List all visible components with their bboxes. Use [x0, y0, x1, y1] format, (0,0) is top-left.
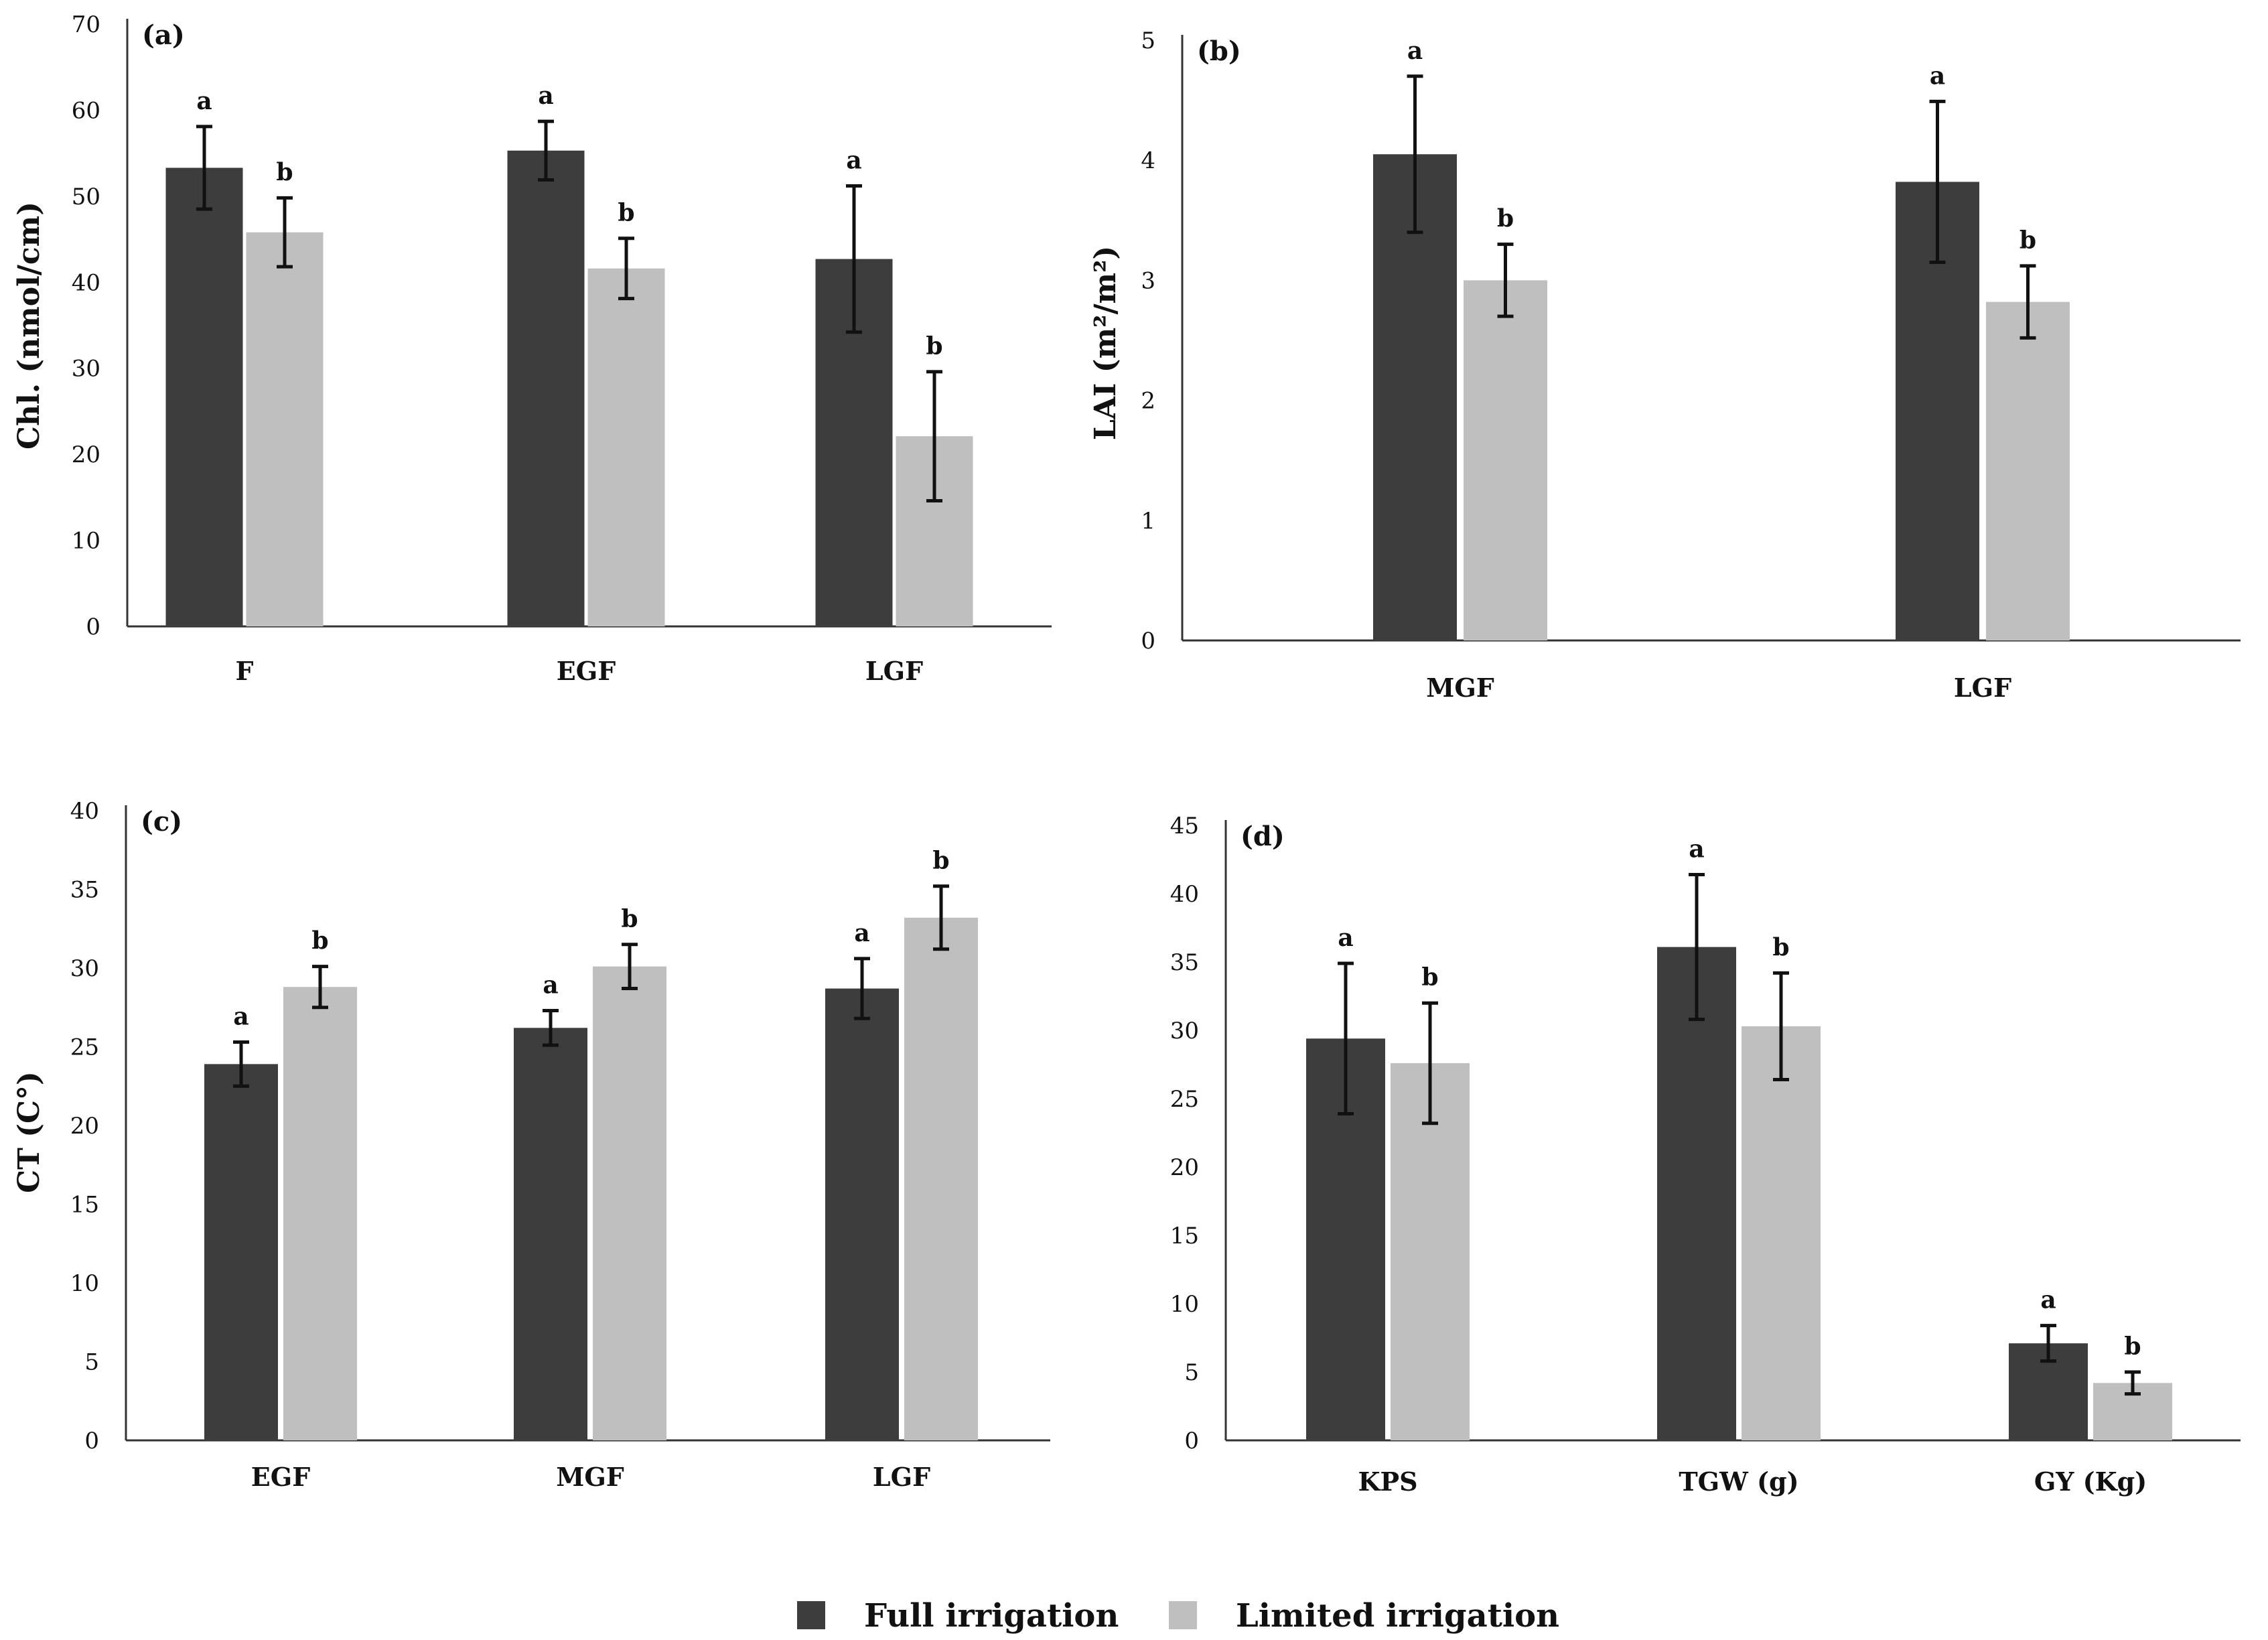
y-tick-label: 50	[72, 184, 100, 210]
chart-panel-d: 0 5 10 15 20 25 30 35 40 45 (d) KPS a b TGW (g) a b GY (K…	[1170, 813, 2241, 1497]
significance-letter: b	[2124, 1332, 2141, 1361]
significance-letter: b	[276, 158, 293, 186]
y-tick-label: 10	[1170, 1291, 1199, 1318]
x-category-label: F	[236, 656, 254, 686]
significance-letter: a	[233, 1002, 249, 1030]
x-category-label: TGW (g)	[1679, 1466, 1798, 1497]
y-tick-label: 15	[1170, 1223, 1199, 1249]
y-axis-label: Chl. (nmol/cm)	[12, 202, 46, 450]
y-tick-label: 5	[1184, 1359, 1199, 1386]
significance-letter: b	[932, 847, 949, 875]
x-category-label: LGF	[873, 1462, 930, 1492]
bar-limited-irrigation	[1391, 1063, 1470, 1440]
bar-full-irrigation	[204, 1064, 278, 1440]
significance-letter: a	[1338, 924, 1353, 952]
x-category-label: KPS	[1358, 1466, 1417, 1497]
y-tick-label: 45	[1170, 813, 1199, 839]
significance-letter: b	[2019, 226, 2036, 255]
bar-limited-irrigation	[587, 268, 665, 626]
x-category-label: EGF	[251, 1462, 310, 1492]
y-tick-label: 0	[1184, 1428, 1199, 1454]
y-axis-label: LAI (m²/m²)	[1088, 246, 1123, 440]
chart-panel-c: 0 5 10 15 20 25 30 35 40 (c) CT (C°) EGF a b MGF a b LGF a…	[12, 798, 1050, 1492]
bar-limited-irrigation	[593, 966, 666, 1440]
x-category-label: LGF	[865, 656, 923, 686]
y-tick-label: 40	[1170, 881, 1199, 908]
bar-full-irrigation	[825, 988, 899, 1440]
significance-letter: a	[196, 87, 212, 115]
y-tick-label: 4	[1141, 147, 1155, 174]
bar-full-irrigation	[1657, 947, 1736, 1440]
legend-label-limited: Limited irrigation	[1236, 1597, 1559, 1635]
x-category-label: LGF	[1954, 673, 2011, 703]
y-tick-label: 60	[72, 97, 100, 124]
bar-limited-irrigation	[246, 232, 324, 627]
panel-label: (c)	[141, 806, 182, 837]
chart-panel-a: 0 10 20 30 40 50 60 70 (a) Chl. (nmol/cm) Fa b EGF a b…	[12, 11, 1052, 686]
panel-label: (b)	[1197, 36, 1241, 67]
legend-swatch-limited	[1169, 1601, 1197, 1629]
legend: Full irrigation Limited irrigation	[797, 1597, 1559, 1635]
y-tick-label: 10	[72, 528, 100, 555]
y-tick-label: 30	[70, 955, 99, 982]
x-category-label: MGF	[556, 1462, 624, 1492]
significance-letter: b	[311, 927, 328, 955]
significance-letter: a	[543, 971, 558, 999]
legend-label-full: Full irrigation	[864, 1597, 1119, 1635]
y-tick-label: 40	[70, 798, 99, 825]
x-category-label: GY (Kg)	[2034, 1466, 2147, 1497]
y-tick-label: 35	[70, 877, 99, 904]
y-tick-label: 20	[1170, 1154, 1199, 1181]
y-tick-label: 0	[1141, 628, 1155, 655]
significance-letter: b	[618, 199, 634, 227]
significance-letter: a	[846, 146, 861, 174]
bar-limited-irrigation	[283, 987, 357, 1440]
y-tick-label: 15	[70, 1192, 99, 1219]
bar-full-irrigation	[1373, 154, 1457, 641]
chart-panel-b: 0 1 2 3 4 5 (b) LAI (m²/m²) MGF a b LGF a b	[1088, 27, 2241, 703]
bar-limited-irrigation	[1986, 301, 2070, 640]
y-tick-label: 2	[1141, 388, 1155, 415]
significance-letter: b	[926, 332, 942, 360]
significance-letter: a	[2040, 1286, 2056, 1314]
y-tick-label: 30	[1170, 1018, 1199, 1044]
y-tick-label: 0	[86, 614, 100, 640]
x-category-label: MGF	[1426, 673, 1494, 703]
significance-letter: a	[854, 919, 869, 947]
y-tick-label: 5	[84, 1349, 99, 1376]
bar-limited-irrigation	[1464, 280, 1547, 640]
y-tick-label: 10	[70, 1270, 99, 1297]
legend-swatch-full	[797, 1601, 825, 1629]
significance-letter: a	[1689, 835, 1704, 863]
significance-letter: b	[621, 905, 638, 933]
y-tick-label: 70	[72, 11, 100, 38]
significance-letter: b	[1421, 963, 1438, 992]
x-category-label: EGF	[557, 656, 616, 686]
y-tick-label: 20	[70, 1113, 99, 1140]
y-tick-label: 35	[1170, 949, 1199, 976]
significance-letter: b	[1497, 205, 1514, 233]
bar-limited-irrigation	[904, 917, 978, 1440]
y-tick-label: 20	[72, 441, 100, 468]
y-axis-label: CT (C°)	[12, 1071, 46, 1193]
y-tick-label: 25	[1170, 1086, 1199, 1113]
significance-letter: a	[538, 82, 553, 110]
y-tick-label: 1	[1141, 508, 1155, 535]
y-tick-label: 25	[70, 1034, 99, 1061]
y-tick-label: 5	[1141, 27, 1155, 54]
significance-letter: a	[1930, 62, 1945, 90]
bar-full-irrigation	[514, 1028, 587, 1440]
panel-label: (a)	[142, 19, 185, 51]
y-tick-label: 3	[1141, 267, 1155, 294]
significance-letter: b	[1772, 933, 1789, 961]
y-tick-label: 0	[84, 1428, 99, 1454]
panel-label: (d)	[1241, 821, 1285, 852]
y-tick-label: 30	[72, 356, 100, 383]
bar-full-irrigation	[165, 167, 243, 626]
significance-letter: a	[1407, 37, 1423, 65]
y-tick-label: 40	[72, 269, 100, 296]
bar-limited-irrigation	[1742, 1026, 1821, 1440]
bar-full-irrigation	[507, 150, 585, 627]
